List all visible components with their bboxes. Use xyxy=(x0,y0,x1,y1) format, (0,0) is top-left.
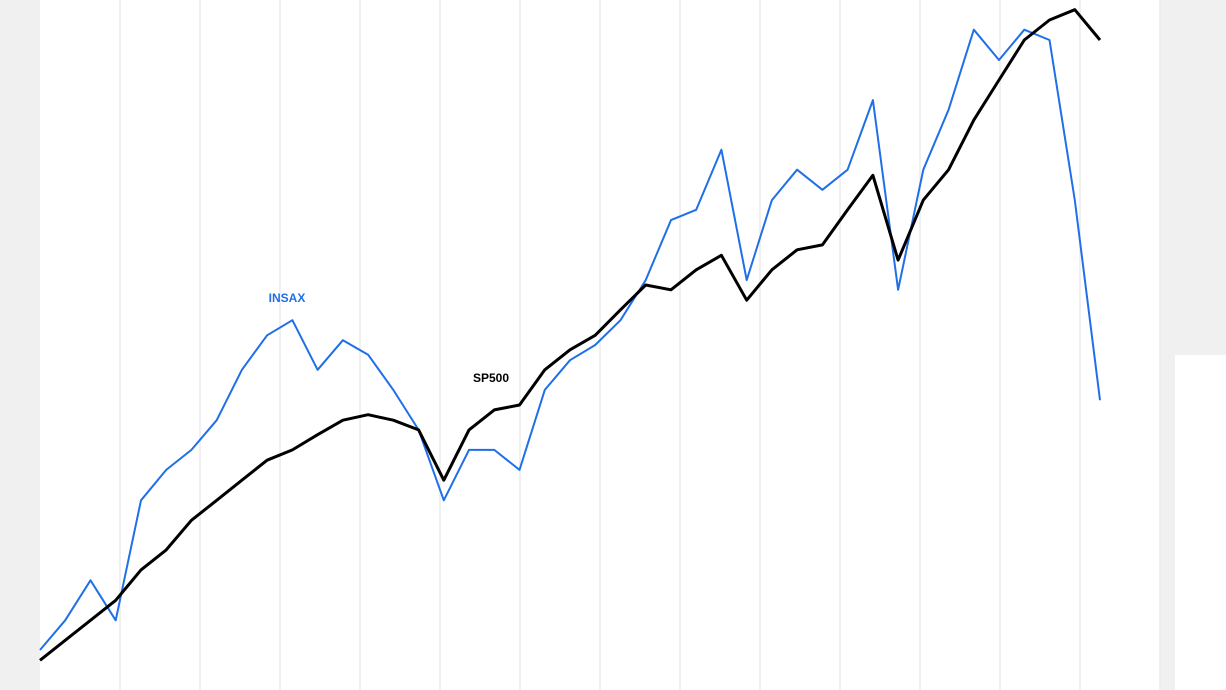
series-label: INSAX xyxy=(269,291,306,305)
series-line xyxy=(39,8,1102,662)
grid xyxy=(119,0,1161,690)
lines xyxy=(39,8,1102,662)
series-label: SP500 xyxy=(473,371,509,385)
side-panel xyxy=(1175,355,1226,690)
series-line xyxy=(39,28,1101,651)
